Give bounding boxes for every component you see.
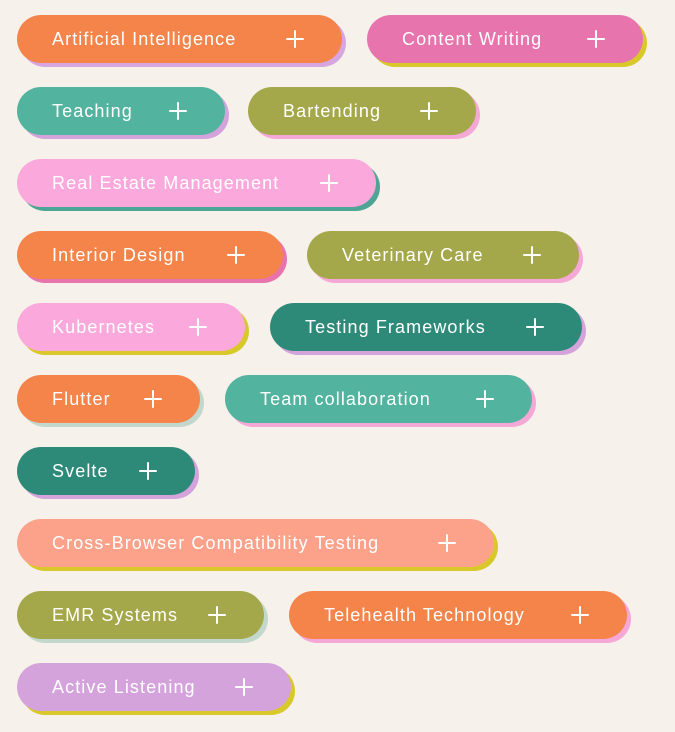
- tag-teaching[interactable]: Teaching: [17, 87, 225, 135]
- tag-label: Kubernetes: [52, 316, 156, 337]
- tag-real-estate-management[interactable]: Real Estate Management: [17, 159, 376, 207]
- tag-label: Active Listening: [52, 676, 196, 697]
- plus-icon[interactable]: [420, 102, 438, 120]
- tag-label: Veterinary Care: [342, 244, 484, 265]
- plus-icon[interactable]: [286, 30, 304, 48]
- tag-label: Flutter: [52, 388, 111, 409]
- tag-label: Cross-Browser Compatibility Testing: [52, 532, 380, 553]
- tag-label: Testing Frameworks: [305, 316, 486, 337]
- plus-icon[interactable]: [587, 30, 605, 48]
- tag-telehealth-technology[interactable]: Telehealth Technology: [289, 591, 627, 639]
- tag-label: Teaching: [52, 100, 133, 121]
- tag-content-writing[interactable]: Content Writing: [367, 15, 643, 63]
- tag-testing-frameworks[interactable]: Testing Frameworks: [270, 303, 582, 351]
- tag-veterinary-care[interactable]: Veterinary Care: [307, 231, 579, 279]
- tag-label: Content Writing: [402, 28, 543, 49]
- plus-icon[interactable]: [227, 246, 245, 264]
- plus-icon[interactable]: [169, 102, 187, 120]
- tag-label: Team collaboration: [260, 388, 431, 409]
- plus-icon[interactable]: [144, 390, 162, 408]
- plus-icon[interactable]: [523, 246, 541, 264]
- plus-icon[interactable]: [189, 318, 207, 336]
- tag-interior-design[interactable]: Interior Design: [17, 231, 283, 279]
- tag-label: Bartending: [283, 100, 382, 121]
- plus-icon[interactable]: [571, 606, 589, 624]
- plus-icon[interactable]: [235, 678, 253, 696]
- tag-team-collaboration[interactable]: Team collaboration: [225, 375, 532, 423]
- tag-label: Telehealth Technology: [324, 604, 525, 625]
- tag-label: Interior Design: [52, 244, 186, 265]
- plus-icon[interactable]: [208, 606, 226, 624]
- tag-label: Real Estate Management: [52, 172, 280, 193]
- plus-icon[interactable]: [320, 174, 338, 192]
- tag-emr-systems[interactable]: EMR Systems: [17, 591, 264, 639]
- tag-label: EMR Systems: [52, 604, 179, 625]
- tag-active-listening[interactable]: Active Listening: [17, 663, 291, 711]
- tag-label: Svelte: [52, 460, 109, 481]
- tag-kubernetes[interactable]: Kubernetes: [17, 303, 245, 351]
- plus-icon[interactable]: [139, 462, 157, 480]
- tag-bartending[interactable]: Bartending: [248, 87, 476, 135]
- plus-icon[interactable]: [526, 318, 544, 336]
- tag-label: Artificial Intelligence: [52, 28, 237, 49]
- plus-icon[interactable]: [438, 534, 456, 552]
- tag-svelte[interactable]: Svelte: [17, 447, 195, 495]
- tag-cross-browser-compatibility-testing[interactable]: Cross-Browser Compatibility Testing: [17, 519, 494, 567]
- tag-flutter[interactable]: Flutter: [17, 375, 200, 423]
- tag-artificial-intelligence[interactable]: Artificial Intelligence: [17, 15, 342, 63]
- plus-icon[interactable]: [476, 390, 494, 408]
